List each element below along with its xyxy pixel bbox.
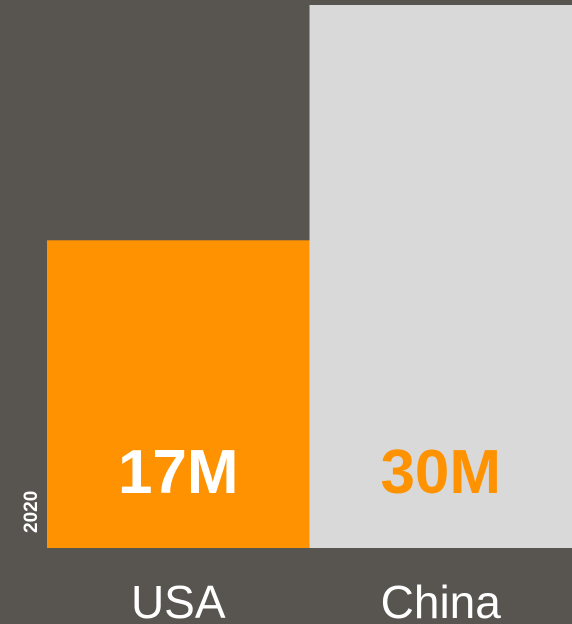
category-label-china: China (381, 576, 502, 624)
year-label: 2020 (21, 491, 42, 533)
bar-china (309, 5, 572, 548)
value-label-china: 30M (380, 438, 501, 507)
value-label-usa: 17M (118, 438, 239, 507)
category-label-usa: USA (131, 576, 226, 624)
bar-usa (47, 240, 310, 549)
